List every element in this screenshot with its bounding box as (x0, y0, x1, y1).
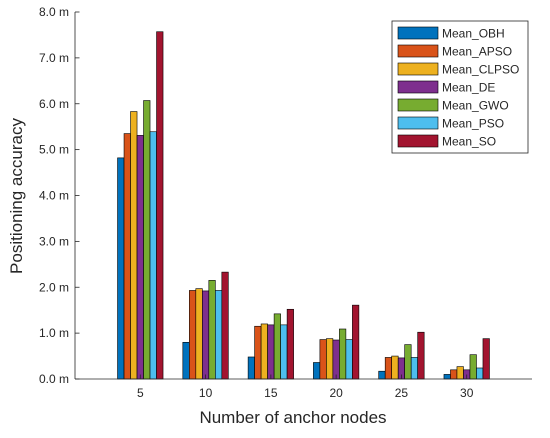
bar-group-20 (313, 304, 360, 380)
bar-Mean_PSO-20 (345, 339, 353, 380)
bar-Mean_OBH-20 (313, 362, 321, 380)
bar-Mean_GWO-5 (143, 100, 151, 380)
y-tick-label: 7.0 m (39, 51, 69, 65)
bar-group-30 (443, 338, 490, 380)
axes-layer: 0.0 m 1.0 m 2.0 m 3.0 m 4.0 m 5.0 m 6.0 m 7.0 m… (39, 5, 532, 400)
y-tick-label: 0.0 m (39, 372, 69, 386)
bar-group-25 (378, 331, 425, 380)
legend-swatch-Mean_CLPSO (397, 62, 439, 76)
bar-Mean_GWO-25 (404, 344, 412, 380)
bar-Mean_PSO-5 (149, 131, 157, 380)
bar-Mean_DE-10 (202, 290, 210, 380)
bar-Mean_APSO-20 (319, 339, 327, 380)
y-tick-label: 4.0 m (39, 189, 69, 203)
bars-layer (117, 31, 490, 380)
bar-Mean_GWO-10 (208, 280, 216, 380)
legend-label-Mean_PSO: Mean_PSO (442, 117, 504, 131)
legend-label-Mean_APSO: Mean_APSO (442, 45, 512, 59)
bar-group-5 (117, 31, 164, 380)
bar-Mean_OBH-10 (182, 341, 190, 380)
bar-Mean_APSO-5 (123, 133, 131, 380)
bar-group-10 (182, 271, 229, 380)
legend-swatch-Mean_SO (397, 134, 439, 148)
bar-Mean_GWO-15 (273, 313, 281, 380)
bar-Mean_CLPSO-30 (456, 366, 464, 380)
y-axis-title: Positioning accuracy (7, 118, 26, 274)
legend-swatch-Mean_GWO (397, 98, 439, 112)
x-tick-label: 25 (395, 386, 409, 400)
bar-Mean_SO-15 (286, 308, 294, 380)
bar-Mean_OBH-15 (247, 356, 255, 380)
x-axis-title: Number of anchor nodes (199, 408, 386, 427)
bar-Mean_CLPSO-10 (195, 288, 203, 380)
bar-Mean_DE-5 (136, 135, 144, 380)
x-tick-label: 15 (264, 386, 278, 400)
bar-Mean_CLPSO-5 (130, 111, 138, 380)
legend-swatch-Mean_APSO (397, 44, 439, 58)
legend-label-Mean_OBH: Mean_OBH (442, 27, 505, 41)
bar-Mean_CLPSO-15 (260, 323, 268, 380)
bar-Mean_SO-25 (417, 331, 425, 380)
bar-Mean_APSO-25 (384, 357, 392, 380)
bar-Mean_SO-20 (352, 304, 360, 380)
legend-swatch-Mean_DE (397, 80, 439, 94)
bar-Mean_GWO-30 (469, 354, 477, 380)
x-tick-label: 10 (199, 386, 213, 400)
legend-swatch-Mean_OBH (397, 26, 439, 40)
bar-group-15 (247, 308, 294, 380)
bar-Mean_PSO-10 (215, 290, 223, 380)
bar-Mean_SO-10 (221, 271, 229, 380)
bar-Mean_OBH-5 (117, 157, 125, 380)
bar-Mean_PSO-30 (476, 367, 484, 380)
x-tick-label: 5 (137, 386, 144, 400)
x-tick-label: 30 (460, 386, 474, 400)
bar-Mean_APSO-30 (450, 369, 458, 380)
y-tick-label: 5.0 m (39, 143, 69, 157)
y-tick-label: 3.0 m (39, 234, 69, 248)
y-tick-label: 1.0 m (39, 326, 69, 340)
bar-Mean_GWO-20 (339, 328, 347, 380)
bar-Mean_CLPSO-25 (391, 355, 399, 380)
y-tick-label: 2.0 m (39, 280, 69, 294)
bar-Mean_SO-5 (156, 31, 164, 380)
bar-Mean_PSO-25 (410, 357, 418, 380)
bar-Mean_DE-20 (332, 339, 340, 380)
legend-label-Mean_DE: Mean_DE (442, 81, 495, 95)
bar-Mean_SO-30 (482, 338, 490, 380)
legend-swatch-Mean_PSO (397, 116, 439, 130)
legend-label-Mean_CLPSO: Mean_CLPSO (442, 63, 519, 77)
bar-Mean_OBH-25 (378, 370, 386, 380)
y-tick-label: 8.0 m (39, 5, 69, 19)
bar-Mean_OBH-30 (443, 374, 451, 380)
bar-Mean_APSO-10 (189, 290, 197, 380)
x-tick-label: 20 (329, 386, 343, 400)
bar-Mean_PSO-15 (280, 324, 288, 380)
legend-label-Mean_SO: Mean_SO (442, 135, 496, 149)
bar-Mean_APSO-15 (254, 325, 262, 380)
legend: Mean_OBH Mean_APSO Mean_CLPSO Mean_DE Mean_G… (391, 20, 529, 154)
legend-label-Mean_GWO: Mean_GWO (442, 99, 509, 113)
y-tick-label: 6.0 m (39, 97, 69, 111)
bar-Mean_DE-15 (267, 324, 275, 380)
bar-Mean_CLPSO-20 (326, 338, 334, 380)
